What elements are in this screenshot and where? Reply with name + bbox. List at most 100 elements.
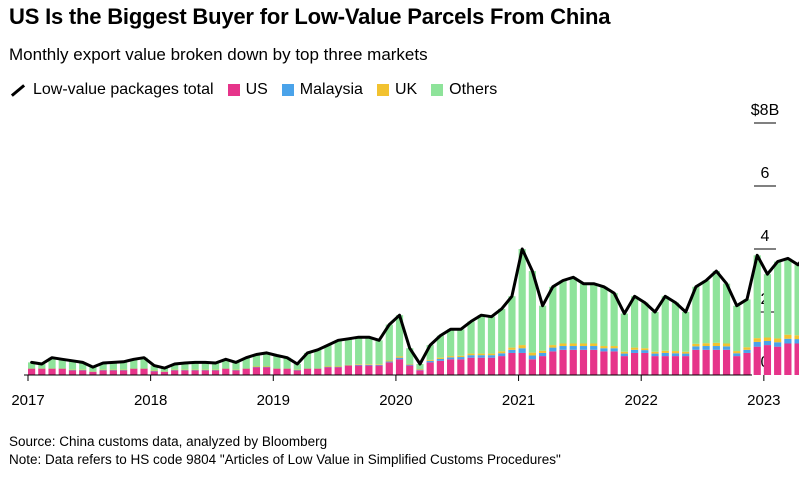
bar-us — [774, 346, 782, 375]
bar-uk — [344, 364, 353, 366]
chart-title: US Is the Biggest Buyer for Low-Value Pa… — [9, 4, 611, 29]
bar-uk — [232, 369, 240, 371]
bar-uk — [518, 345, 526, 349]
bar-uk — [68, 369, 77, 371]
bar-us — [99, 370, 107, 375]
bar-others — [447, 329, 455, 357]
bar-malaysia — [283, 368, 291, 369]
bar-others — [68, 360, 77, 370]
bar-uk — [487, 353, 496, 356]
bar-uk — [641, 348, 649, 351]
bar-uk — [539, 350, 547, 353]
legend-item-malaysia: Malaysia — [281, 81, 363, 99]
bar-malaysia — [539, 352, 547, 357]
bar-others — [242, 357, 250, 369]
bar-us — [273, 368, 281, 375]
bar-uk — [457, 355, 465, 358]
bar-us — [232, 370, 240, 375]
bar-us — [722, 349, 731, 375]
bar-uk — [191, 369, 199, 371]
bar-us — [743, 352, 751, 375]
bar-malaysia — [273, 368, 281, 369]
bar-us — [395, 359, 404, 375]
bar-uk — [303, 368, 312, 369]
bar-malaysia — [28, 368, 36, 369]
bar-us — [651, 356, 659, 375]
others-swatch-icon — [431, 84, 444, 96]
bar-others — [211, 363, 220, 370]
bar-others — [784, 258, 792, 335]
bar-us — [702, 349, 710, 375]
bar-malaysia — [263, 366, 271, 368]
bar-uk — [48, 368, 56, 369]
bar-uk — [447, 356, 455, 358]
bar-uk — [38, 368, 46, 369]
bar-us — [355, 365, 363, 375]
bar-us — [89, 371, 97, 375]
bar-malaysia — [181, 369, 189, 371]
bar-malaysia — [293, 369, 301, 371]
bar-others — [774, 261, 782, 339]
bar-us — [334, 367, 342, 375]
bar-uk — [222, 368, 230, 369]
y-tick-label: $8B — [751, 102, 779, 119]
bar-uk — [467, 353, 475, 356]
bar-others — [232, 362, 240, 370]
bar-malaysia — [702, 346, 710, 350]
bar-others — [569, 277, 577, 344]
bar-us — [211, 370, 220, 375]
bar-us — [119, 370, 128, 375]
bar-others — [416, 363, 424, 370]
bar-others — [671, 302, 680, 352]
bar-others — [263, 352, 271, 367]
source-note: Source: China customs data, analyzed by … — [9, 434, 328, 449]
bar-uk — [283, 368, 291, 369]
bar-uk — [28, 368, 36, 369]
bar-malaysia — [171, 369, 179, 371]
bar-malaysia — [528, 355, 536, 360]
bar-uk — [273, 368, 281, 369]
bar-malaysia — [743, 349, 751, 353]
bar-uk — [671, 351, 680, 354]
bar-others — [600, 286, 608, 347]
bar-us — [416, 370, 424, 375]
y-tick-label: 6 — [761, 165, 770, 182]
bar-malaysia — [109, 369, 117, 371]
bar-others — [28, 362, 36, 369]
bar-uk — [242, 368, 250, 369]
bar-malaysia — [99, 369, 107, 371]
bar-uk — [569, 343, 577, 347]
bar-us — [130, 368, 138, 375]
bar-malaysia — [130, 368, 138, 369]
bar-malaysia — [314, 368, 322, 369]
bar-uk — [79, 369, 87, 371]
bar-malaysia — [344, 365, 353, 366]
line-swatch-icon — [9, 82, 25, 98]
bar-malaysia — [733, 353, 741, 357]
bar-others — [79, 362, 87, 370]
bar-malaysia — [661, 352, 669, 357]
bar-malaysia — [201, 369, 209, 371]
bar-others — [712, 271, 720, 343]
legend-label-malaysia: Malaysia — [299, 81, 363, 98]
bar-us — [559, 349, 567, 375]
bar-uk — [610, 346, 618, 349]
bar-uk — [559, 343, 567, 347]
bar-others — [743, 299, 751, 348]
bar-us — [436, 360, 444, 375]
bar-us — [293, 370, 301, 375]
x-tick-label: 2021 — [502, 392, 535, 409]
y-tick-label: 4 — [761, 228, 770, 245]
bar-others — [426, 345, 434, 360]
legend-label-others: Others — [449, 81, 498, 98]
bar-malaysia — [79, 369, 87, 371]
bar-malaysia — [722, 346, 731, 350]
x-tick-label: 2017 — [11, 392, 44, 409]
bar-malaysia — [498, 353, 506, 357]
bar-others — [160, 368, 169, 372]
bar-others — [487, 316, 496, 354]
bar-malaysia — [303, 368, 312, 369]
bar-malaysia — [630, 349, 639, 353]
bar-others — [753, 255, 761, 339]
